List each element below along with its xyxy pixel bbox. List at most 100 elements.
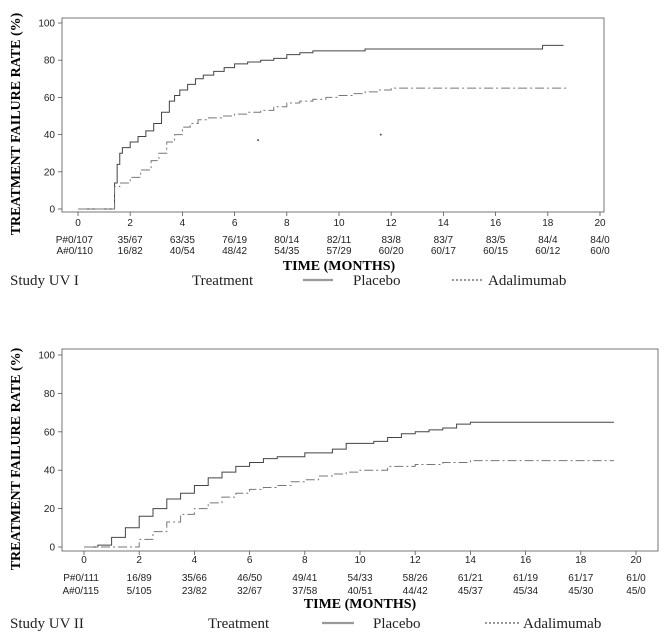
risk-value: 84/0	[590, 235, 610, 246]
y-tick-label: 80	[44, 56, 56, 67]
risk-value: 23/82	[182, 586, 207, 597]
risk-value: 61/21	[458, 573, 483, 584]
legend-adalimumab-label: Adalimumab	[488, 273, 566, 289]
risk-value: 58/26	[403, 573, 428, 584]
plot-frame	[61, 348, 659, 552]
risk-value: 32/67	[237, 586, 262, 597]
placebo-curve	[78, 44, 564, 210]
risk-value: 82/11	[327, 235, 352, 246]
x-tick-label: 12	[386, 218, 398, 229]
y-axis-label: TREATMENT FAILURE RATE (%)	[9, 12, 24, 235]
risk-value: 35/66	[182, 573, 207, 584]
x-axis-label: TIME (MONTHS)	[283, 259, 396, 274]
y-axis-label: TREATMENT FAILURE RATE (%)	[9, 347, 24, 570]
x-tick-label: 20	[630, 555, 642, 566]
y-tick-label: 0	[49, 543, 55, 554]
legend-title: Treatment	[192, 273, 254, 289]
risk-value: 83/5	[486, 235, 506, 246]
risk-value: 60/20	[379, 246, 404, 257]
study-label: Study UV I	[10, 273, 79, 289]
risk-row-label: A#0/115	[62, 586, 99, 597]
y-tick-label: 0	[49, 205, 55, 216]
risk-value: 54/33	[347, 573, 372, 584]
x-tick-label: 0	[81, 555, 87, 566]
y-tick-label: 40	[44, 466, 56, 477]
risk-value: 61/19	[513, 573, 538, 584]
legend-title: Treatment	[208, 616, 270, 632]
x-tick-label: 2	[127, 218, 133, 229]
y-tick-label: 60	[44, 93, 56, 104]
risk-value: 83/7	[434, 235, 454, 246]
chart-1: 0 20 40 60 80 100 0 2 4 6 8 10 12 14 16 18 20 TREATMENT F…	[9, 12, 610, 289]
risk-value: 61/17	[568, 573, 593, 584]
risk-row-label: P#0/107	[56, 235, 94, 246]
x-tick-label: 14	[438, 218, 450, 229]
risk-value: 76/19	[222, 235, 247, 246]
risk-value: 45/0	[626, 586, 646, 597]
x-tick-label: 2	[136, 555, 142, 566]
x-tick-label: 20	[594, 218, 606, 229]
x-tick-label: 6	[232, 218, 238, 229]
x-tick-label: 6	[247, 555, 253, 566]
risk-value: 40/54	[170, 246, 195, 257]
legend-adalimumab-label: Adalimumab	[523, 616, 601, 632]
risk-value: 63/35	[170, 235, 195, 246]
x-tick-label: 8	[284, 218, 290, 229]
study-label: Study UV II	[10, 616, 84, 632]
risk-value: 16/82	[118, 246, 143, 257]
risk-value: 84/4	[538, 235, 558, 246]
risk-value: 45/30	[568, 586, 593, 597]
x-tick-label: 14	[465, 555, 477, 566]
data-point	[257, 139, 260, 142]
x-tick-label: 4	[192, 555, 198, 566]
risk-value: 48/42	[222, 246, 247, 257]
data-point	[379, 133, 382, 136]
risk-value: 60/12	[535, 246, 560, 257]
risk-value: 83/8	[381, 235, 401, 246]
y-tick-label: 100	[38, 351, 55, 362]
risk-value: 60/0	[590, 246, 610, 257]
placebo-curve	[84, 421, 614, 548]
risk-value: 45/34	[513, 586, 538, 597]
x-tick-label: 18	[575, 555, 587, 566]
risk-value: 80/14	[274, 235, 299, 246]
y-tick-label: 20	[44, 167, 56, 178]
adalimumab-curve	[78, 87, 567, 210]
risk-value: 35/67	[118, 235, 143, 246]
y-tick-label: 100	[38, 19, 55, 30]
y-tick-label: 20	[44, 504, 56, 515]
risk-row-label: P#0/111	[63, 573, 99, 584]
risk-value: 54/35	[274, 246, 299, 257]
x-tick-label: 10	[333, 218, 345, 229]
x-tick-label: 0	[75, 218, 81, 229]
risk-value: 5/105	[127, 586, 152, 597]
chart-2: 0 20 40 60 80 100 0 2 4 6 8 10 12 14 16 18 20 TREATMENT F…	[9, 347, 659, 632]
risk-value: 46/50	[237, 573, 262, 584]
risk-value: 16/89	[127, 573, 152, 584]
plot-frame	[61, 17, 605, 213]
x-tick-label: 16	[490, 218, 502, 229]
risk-row-label: A#0/110	[56, 246, 93, 257]
risk-value: 60/17	[431, 246, 456, 257]
risk-value: 57/29	[326, 246, 351, 257]
x-tick-label: 4	[180, 218, 186, 229]
adalimumab-curve	[84, 460, 614, 548]
x-tick-label: 12	[410, 555, 422, 566]
risk-value: 40/51	[347, 586, 372, 597]
risk-value: 49/41	[292, 573, 317, 584]
x-tick-label: 8	[302, 555, 308, 566]
y-tick-label: 80	[44, 389, 56, 400]
legend-placebo-label: Placebo	[353, 273, 400, 289]
legend-placebo-label: Placebo	[373, 616, 420, 632]
x-tick-label: 10	[354, 555, 366, 566]
risk-value: 60/15	[483, 246, 508, 257]
x-tick-label: 16	[520, 555, 532, 566]
x-axis-label: TIME (MONTHS)	[304, 597, 417, 612]
risk-value: 37/58	[292, 586, 317, 597]
risk-value: 61/0	[626, 573, 646, 584]
x-tick-label: 18	[542, 218, 554, 229]
risk-value: 45/37	[458, 586, 483, 597]
y-tick-label: 40	[44, 130, 56, 141]
y-tick-label: 60	[44, 427, 56, 438]
